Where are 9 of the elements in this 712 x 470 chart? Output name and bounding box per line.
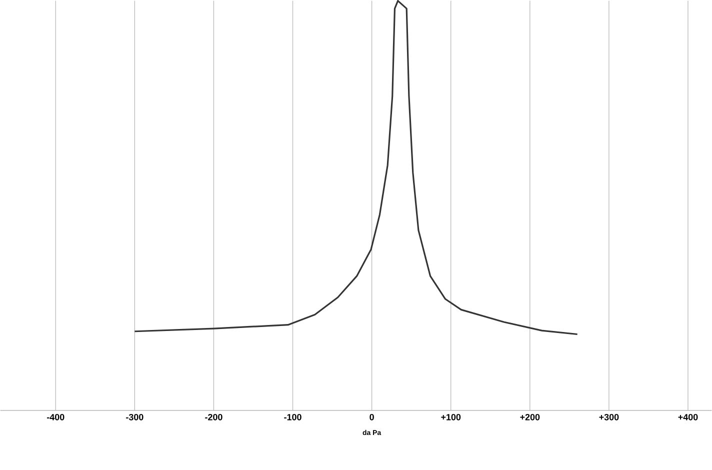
x-tick-label: -100 <box>284 414 302 420</box>
x-tick-label: 0 <box>370 414 374 420</box>
x-tick-label: +100 <box>441 414 461 420</box>
x-tick-label: -300 <box>126 414 144 420</box>
x-tick-label: -200 <box>205 414 222 420</box>
x-tick-label: +300 <box>599 414 619 420</box>
x-tick-label: +200 <box>520 414 540 420</box>
x-tick-label: -400 <box>47 414 64 420</box>
x-tick-label: +400 <box>678 414 698 420</box>
